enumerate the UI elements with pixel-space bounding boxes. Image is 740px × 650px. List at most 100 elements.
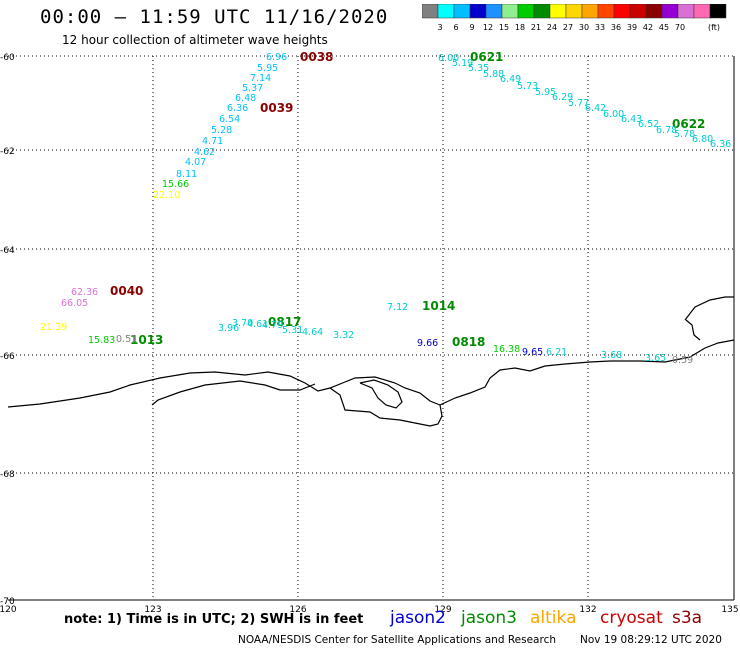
wave-height-color-scale: 3 6 9 12 15 18 21 24 27 30 33 36 39 42 45 70 (ft) <box>422 4 727 32</box>
wave-height-value: 6.36 <box>227 103 248 114</box>
wave-height-value: 6.49 <box>500 74 521 85</box>
wave-height-value: 6.00 <box>603 109 624 120</box>
lon-label: 126 <box>289 605 306 615</box>
wave-height-value: 7.12 <box>387 302 408 313</box>
wave-height-value: 6.54 <box>219 114 240 125</box>
wave-height-value: 8.11 <box>176 169 197 180</box>
pass-time-label: 0621 <box>470 50 503 64</box>
wave-height-value: 3.65 <box>645 353 666 364</box>
wave-height-value: 5.37 <box>242 83 263 94</box>
wave-height-value: 4.61 <box>247 319 268 330</box>
map-subtitle: 12 hour collection of altimeter wave hei… <box>62 33 328 47</box>
lat-labels: -60 -62 -64 -66 -68 -70 <box>0 53 15 607</box>
wave-height-value: 6.43 <box>621 114 642 125</box>
wave-height-value: 6.21 <box>546 347 567 358</box>
generation-timestamp: Nov 19 08:29:12 UTC 2020 <box>580 634 722 646</box>
wave-height-value: 5.19 <box>452 58 473 69</box>
wave-height-value: 3.32 <box>333 330 354 341</box>
wave-height-value: 6.48 <box>235 93 256 104</box>
scale-label: 21 <box>531 23 541 32</box>
wave-height-value: 7.14 <box>250 73 271 84</box>
wave-height-value: 5.73 <box>517 81 538 92</box>
pass-time-label: 0818 <box>452 335 485 349</box>
units-note: note: 1) Time is in UTC; 2) SWH is in fe… <box>64 612 364 627</box>
wave-height-value: 5.78 <box>674 129 695 140</box>
wave-height-value: 6.80 <box>692 134 713 145</box>
wave-height-value: 5.95 <box>257 63 278 74</box>
wave-height-value: 4.62 <box>194 147 215 158</box>
wave-height-value: 6.29 <box>552 92 573 103</box>
scale-label: 24 <box>547 23 557 32</box>
scale-label: 45 <box>659 23 669 32</box>
pass-time-label: 0622 <box>672 117 705 131</box>
lon-label: 123 <box>144 605 161 615</box>
scale-label: 12 <box>483 23 493 32</box>
scale-label: 39 <box>627 23 637 32</box>
lat-label: -66 <box>0 352 15 362</box>
scale-label: 6 <box>453 23 458 32</box>
wave-height-value: 66.05 <box>61 298 88 309</box>
scale-label: 33 <box>595 23 605 32</box>
pass-time-label: 0817 <box>268 315 301 329</box>
wave-height-value: 6.96 <box>266 52 287 63</box>
scale-label: 42 <box>643 23 653 32</box>
wave-height-value: 6.52 <box>638 119 659 130</box>
lon-label: 132 <box>579 605 596 615</box>
wave-height-value: 3.70 <box>232 318 253 329</box>
wave-height-value: 22.10 <box>153 190 180 201</box>
wave-height-value: 5.95 <box>535 87 556 98</box>
wave-height-value: 9.65 <box>522 347 543 358</box>
wave-height-value: 5.77 <box>568 98 589 109</box>
wave-height-value: 4.07 <box>185 157 206 168</box>
wave-height-value: 5.35 <box>468 63 489 74</box>
wave-height-value: 0.59 <box>672 355 693 366</box>
satellite-s3a-label: s3a <box>672 608 703 628</box>
scale-label: 18 <box>515 23 525 32</box>
wave-height-value: 6.00 <box>438 53 459 64</box>
satellite-altika-label: altika <box>530 608 577 628</box>
lon-label: 129 <box>434 605 451 615</box>
wave-height-value: 3.68 <box>601 350 622 361</box>
pass-time-label: 0040 <box>110 284 143 298</box>
wave-height-value: 6.36 <box>710 139 731 150</box>
satellite-jason2-label: jason2 <box>390 608 446 628</box>
scale-label: 3 <box>437 23 442 32</box>
lat-label: -62 <box>0 147 15 157</box>
wave-height-value: 0.51 <box>116 334 137 345</box>
scale-label: 30 <box>579 23 589 32</box>
lon-label: 135 <box>721 605 738 615</box>
lat-label: -60 <box>0 53 15 63</box>
scale-swatch <box>709 4 727 19</box>
wave-height-value: 4.79 <box>262 320 283 331</box>
satellite-cryosat-label: cryosat <box>600 608 663 628</box>
wave-height-value: 15.66 <box>162 179 189 190</box>
lat-label: -68 <box>0 470 15 480</box>
wave-height-value: 4.64 <box>302 327 323 338</box>
wave-height-value: 21.39 <box>40 322 67 333</box>
lat-label: -64 <box>0 246 15 256</box>
lon-labels: 120 123 126 129 132 135 <box>0 605 739 615</box>
graticule <box>8 55 735 601</box>
wave-height-value: 5.28 <box>211 125 232 136</box>
wave-height-value: 4.71 <box>202 136 223 147</box>
pass-time-label: 1014 <box>422 299 455 313</box>
pass-time-label: 0038 <box>300 50 333 64</box>
wave-height-value: 5.31 <box>282 325 303 336</box>
scale-label: 70 <box>675 23 685 32</box>
pass-time-label: 1013 <box>130 333 163 347</box>
wave-height-value: 9.66 <box>417 338 438 349</box>
pass-time-label: 0039 <box>260 101 293 115</box>
wave-height-value: 6.78 <box>656 125 677 136</box>
scale-label: 15 <box>499 23 509 32</box>
lat-label: -70 <box>0 597 15 607</box>
credit-line: NOAA/NESDIS Center for Satellite Applica… <box>238 634 556 646</box>
scale-label: 27 <box>563 23 573 32</box>
lon-label: 120 <box>0 605 17 615</box>
wave-height-value: 6.42 <box>585 103 606 114</box>
wave-height-value: 5.88 <box>483 69 504 80</box>
satellite-jason3-label: jason3 <box>461 608 517 628</box>
map-title: 00:00 – 11:59 UTC 11/16/2020 <box>40 6 389 28</box>
scale-label: 9 <box>469 23 474 32</box>
wave-height-value: 62.36 <box>71 287 98 298</box>
